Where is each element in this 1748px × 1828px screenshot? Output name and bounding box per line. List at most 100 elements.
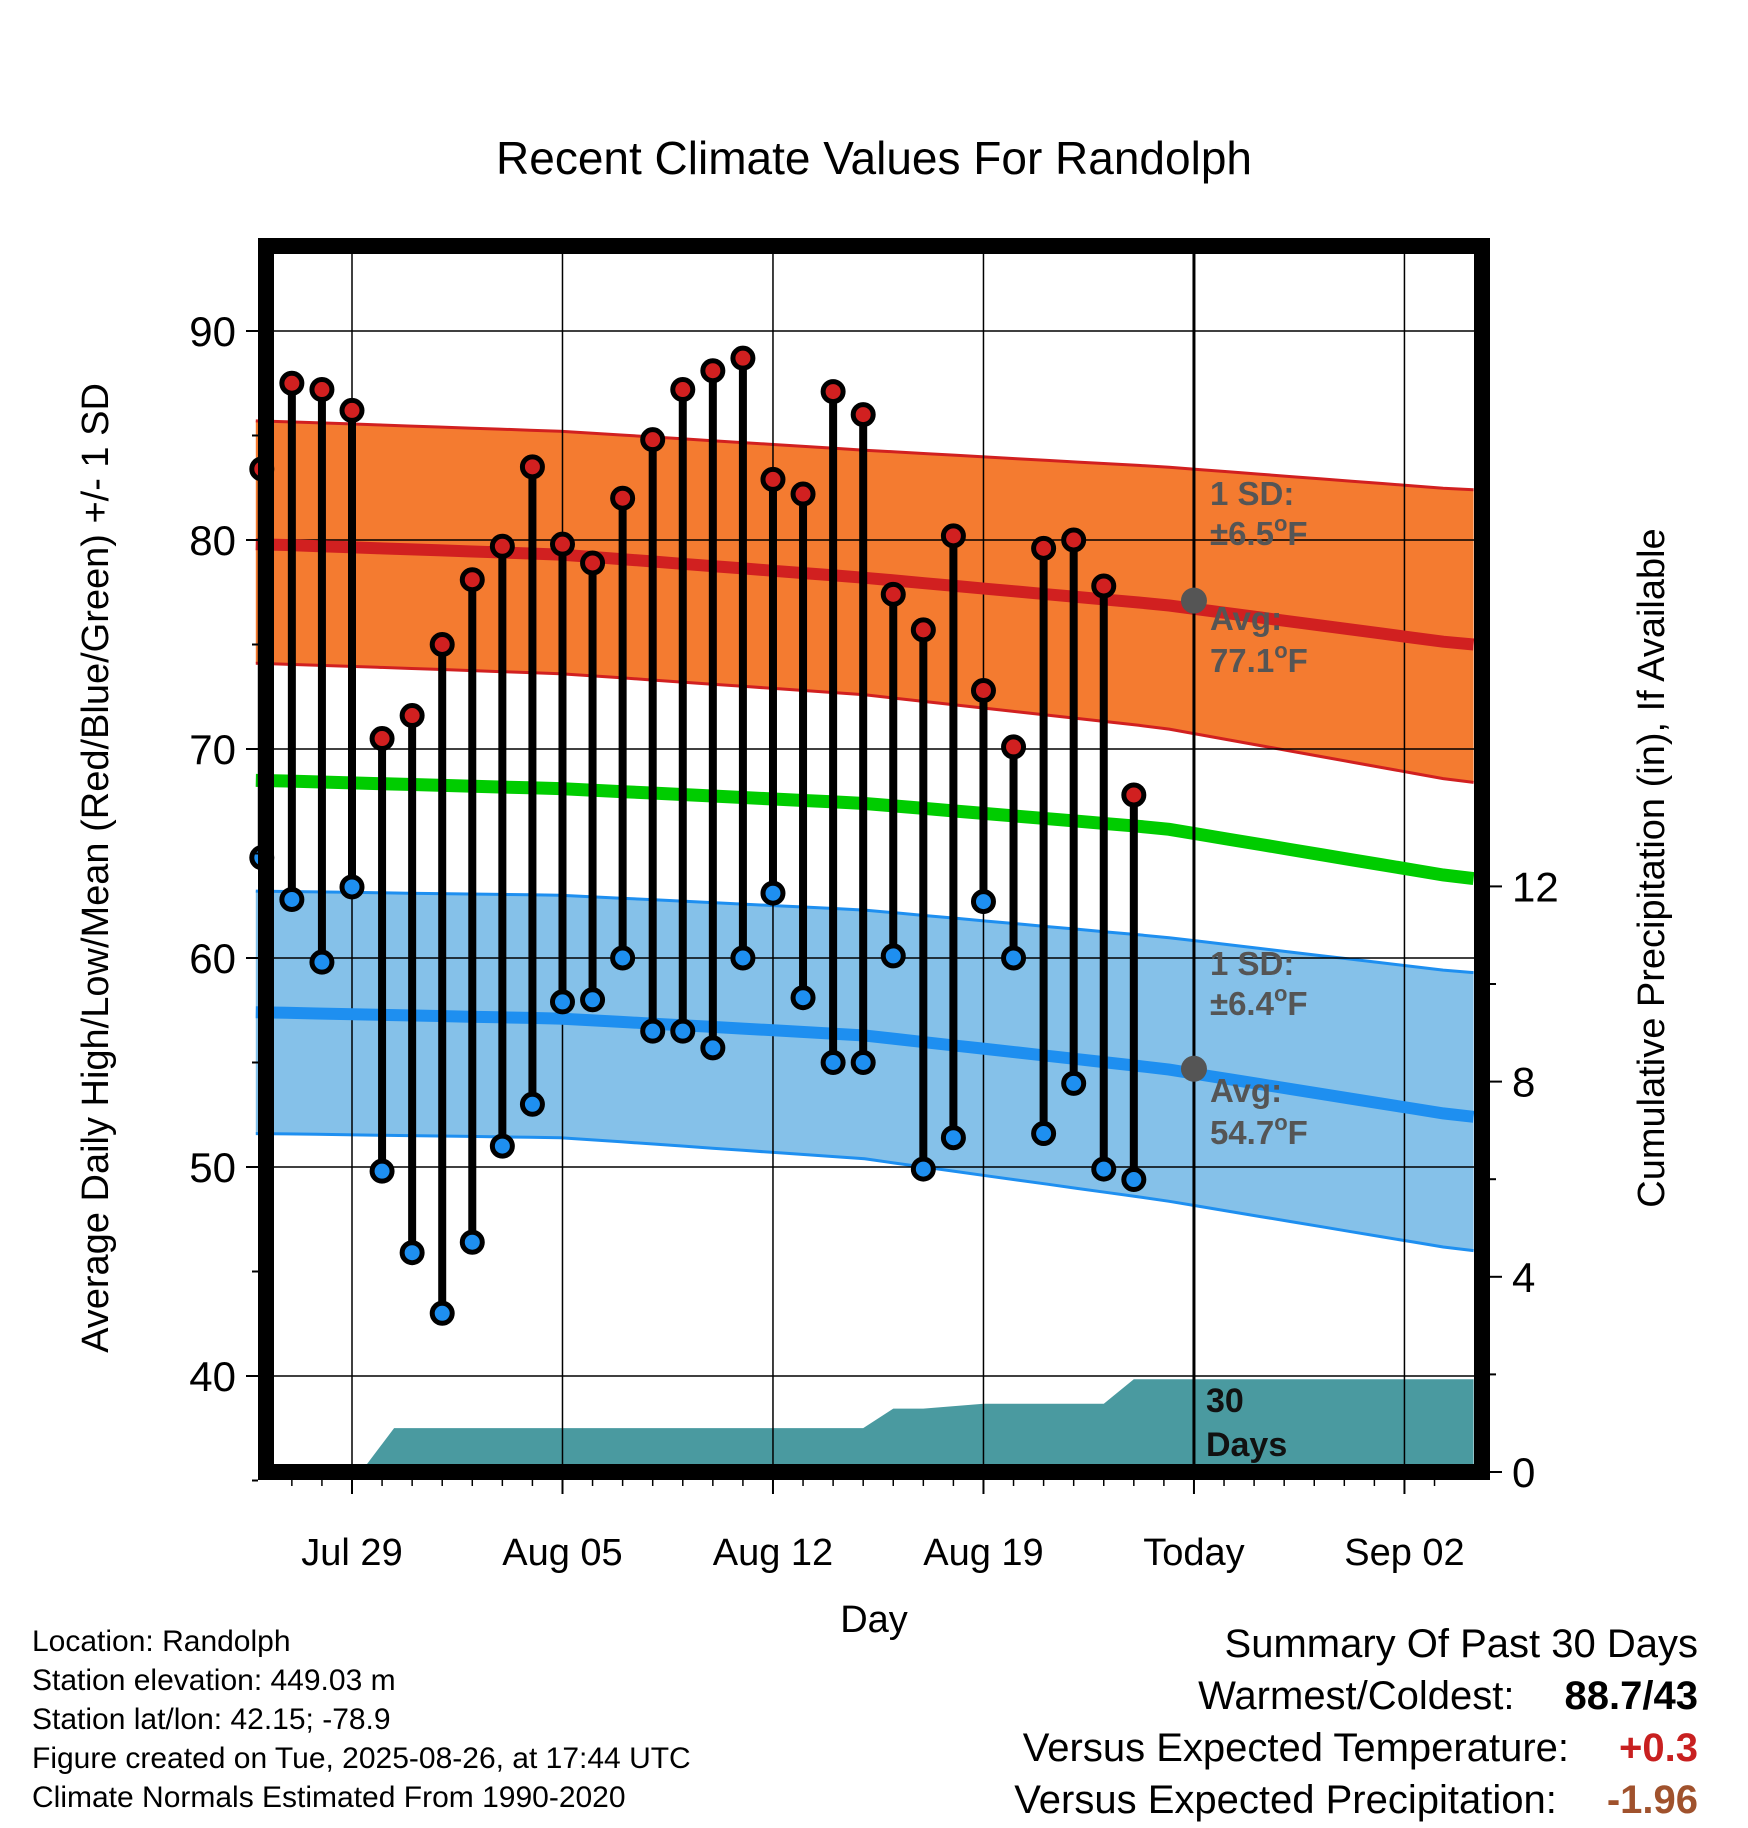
daily-low-point [790,985,816,1011]
summary-precip: Versus Expected Precipitation: -1.96 [1014,1778,1698,1823]
figure-created: Figure created on Tue, 2025-08-26, at 17… [32,1742,691,1775]
daily-low-point [339,874,365,900]
low-avg-today-marker [1180,1055,1207,1082]
y2-tick-label: 8 [1512,1059,1535,1106]
summary-warm-cold: Warmest/Coldest: 88.7/43 [1198,1674,1698,1719]
daily-low-point [580,987,606,1013]
daily-high-point [519,454,545,480]
daily-high-point [549,531,575,557]
daily-low-point [429,1300,455,1326]
chart-title: Recent Climate Values For Randolph [496,132,1252,184]
high-sd-annotation-line2: ±6.5oF [1210,511,1308,552]
daily-high-point [670,377,696,403]
daily-high-point [489,533,515,559]
daily-high-point [610,485,636,511]
y-tick-label: 50 [189,1144,236,1191]
low-avg-annotation-line1: Avg: [1210,1072,1282,1109]
daily-low-point [700,1035,726,1061]
daily-high-point [1121,782,1147,808]
daily-low-point [1121,1167,1147,1193]
daily-low-point [1091,1156,1117,1182]
daily-low-point [1061,1070,1087,1096]
daily-low-point [910,1156,936,1182]
daily-high-point [1091,573,1117,599]
daily-low-point [369,1158,395,1184]
daily-high-point [910,617,936,643]
daily-high-point [1031,535,1057,561]
daily-high-point [820,379,846,405]
daily-low-point [760,880,786,906]
y2-tick-label: 12 [1512,863,1559,910]
low-avg-annotation-line2: 54.7oF [1210,1110,1308,1151]
daily-high-point [940,523,966,549]
y-tick-label: 60 [189,935,236,982]
daily-low-point [730,945,756,971]
daily-high-point [369,726,395,752]
precip-vs-expected-label: Versus Expected Precipitation: [1014,1778,1557,1822]
daily-high-point [700,358,726,384]
daily-low-point [459,1229,485,1255]
daily-high-point [429,632,455,657]
precip-vs-expected-value: -1.96 [1606,1778,1698,1822]
daily-high-point [760,466,786,492]
precip-area [255,1379,1474,1472]
daily-high-point [1001,734,1027,760]
high-sd-annotation-line1: 1 SD: [1210,475,1294,512]
summary-title: Summary Of Past 30 Days [1224,1622,1698,1666]
daily-low-point [519,1091,545,1117]
station-latlon: Station lat/lon: 42.15; -78.9 [32,1703,391,1736]
normals-period: Climate Normals Estimated From 1990-2020 [32,1781,626,1814]
y-tick-label: 90 [189,308,236,355]
daily-high-point [850,402,876,428]
y2-tick-label: 4 [1512,1254,1535,1301]
y2-axis-label: Cumulative Precipitation (in), If Availa… [1631,528,1673,1207]
daily-low-point [940,1125,966,1151]
x-tick-label: Aug 12 [713,1532,833,1574]
y-tick-label: 80 [189,517,236,564]
daily-low-point [640,1018,666,1044]
daily-high-point [790,481,816,507]
high-avg-annotation-line2: 77.1oF [1210,638,1308,679]
daily-low-point [850,1050,876,1075]
summary-temp: Versus Expected Temperature: +0.3 [1023,1726,1698,1771]
plot-frame [258,238,1490,1480]
x-tick-label: Aug 05 [502,1532,622,1574]
daily-high-point [880,581,906,607]
daily-low-point [820,1050,846,1075]
low-sd-lower-line [255,1132,1474,1253]
low-sd-annotation-line2: ±6.4oF [1210,981,1308,1022]
daily-high-point [1061,527,1087,553]
station-location: Location: Randolph [32,1625,291,1658]
daily-high-point [730,345,756,371]
daily-high-point [399,703,425,729]
window-annotation-line2: Days [1206,1426,1287,1464]
y2-tick-label: 0 [1512,1449,1535,1496]
x-axis-label: Day [840,1599,908,1641]
warm-cold-label: Warmest/Coldest: [1198,1674,1515,1718]
daily-low-point [489,1133,515,1159]
x-tick-label: Jul 29 [301,1532,402,1574]
warm-cold-value: 88.7/43 [1564,1674,1698,1718]
high-avg-today-marker [1180,587,1207,614]
daily-high-point [970,677,996,703]
daily-high-point [640,427,666,453]
daily-low-point [880,943,906,969]
high-avg-annotation-line1: Avg: [1210,600,1282,637]
daily-low-point [399,1240,425,1266]
low-sd-annotation-line1: 1 SD: [1210,945,1294,982]
x-tick-label: Today [1143,1532,1244,1574]
daily-low-point [670,1018,696,1044]
x-tick-label: Aug 19 [923,1532,1043,1574]
daily-low-point [309,949,335,975]
station-info: Location: Randolph Station elevation: 44… [32,1622,691,1817]
daily-low-point [549,989,575,1015]
daily-high-point [279,370,305,396]
daily-high-point [339,397,365,423]
daily-low-point [279,886,305,912]
y-tick-label: 70 [189,726,236,773]
daily-high-point [580,550,606,576]
window-annotation-line1: 30 [1206,1382,1244,1420]
temp-vs-expected-value: +0.3 [1619,1726,1698,1770]
daily-low-point [1001,945,1027,971]
